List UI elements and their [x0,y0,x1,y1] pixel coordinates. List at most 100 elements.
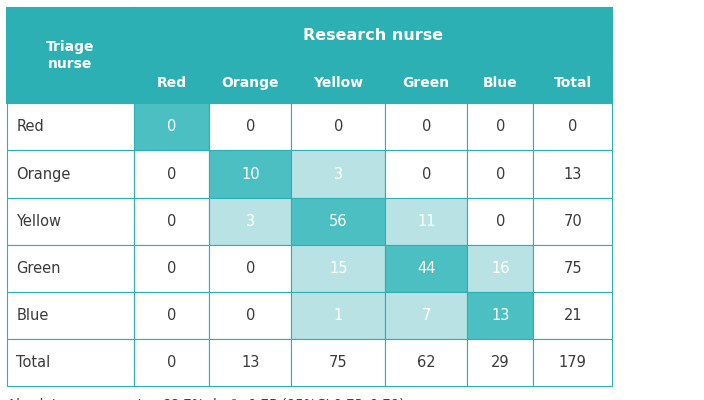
Bar [7,292,134,339]
Bar [533,103,612,150]
Text: 0: 0 [167,166,176,182]
Bar [385,198,467,245]
Text: 0: 0 [167,308,176,323]
Bar [467,63,533,103]
Bar [467,245,533,292]
Bar [209,103,291,150]
Bar [134,339,209,386]
Bar [134,8,612,63]
Bar [209,339,291,386]
Text: Research nurse: Research nurse [303,28,444,43]
Text: 21: 21 [563,308,582,323]
Text: Blue: Blue [16,308,49,323]
Text: 29: 29 [491,355,510,370]
Bar [533,292,612,339]
Text: Blue: Blue [483,76,517,90]
Text: Orange: Orange [16,166,70,182]
Text: 3: 3 [246,214,255,229]
Bar [533,63,612,103]
Text: 179: 179 [559,355,586,370]
Text: 1: 1 [334,308,343,323]
Text: Absolute agreement = 68.7%; kw²=0.75 (95%CI 0.73–0.79): Absolute agreement = 68.7%; kw²=0.75 (95… [7,398,404,400]
Bar [291,245,385,292]
Text: Yellow: Yellow [16,214,61,229]
Bar [7,198,134,245]
Text: Triage
nurse: Triage nurse [46,40,94,71]
Text: 0: 0 [246,308,255,323]
Text: 13: 13 [241,355,260,370]
Bar [7,103,134,150]
Text: 0: 0 [496,119,505,134]
Text: Green: Green [403,76,450,90]
Bar [291,198,385,245]
Text: 3: 3 [334,166,343,182]
Bar [385,339,467,386]
Bar [467,150,533,198]
Bar [209,150,291,198]
Bar [291,339,385,386]
Bar [467,292,533,339]
Bar [533,198,612,245]
Text: 56: 56 [329,214,348,229]
Bar [467,339,533,386]
Text: 70: 70 [563,214,582,229]
Text: 0: 0 [334,119,343,134]
Bar [7,8,134,103]
Text: 44: 44 [417,261,436,276]
Bar [533,150,612,198]
Bar [134,245,209,292]
Text: Orange: Orange [222,76,279,90]
Bar [134,292,209,339]
Bar [533,339,612,386]
Bar [291,63,385,103]
Bar [533,245,612,292]
Bar [209,198,291,245]
Bar [291,103,385,150]
Bar [209,292,291,339]
Text: 75: 75 [563,261,582,276]
Bar [7,150,134,198]
Bar [7,339,134,386]
Bar [134,150,209,198]
Bar [291,150,385,198]
Bar [291,292,385,339]
Bar [7,245,134,292]
Text: Green: Green [16,261,61,276]
Text: 13: 13 [491,308,510,323]
Bar [385,292,467,339]
Text: 10: 10 [241,166,260,182]
Bar [467,198,533,245]
Text: 16: 16 [491,261,510,276]
Text: Total: Total [16,355,51,370]
Text: 0: 0 [496,214,505,229]
Text: 62: 62 [417,355,436,370]
Bar [385,103,467,150]
Bar [209,63,291,103]
Text: Red: Red [16,119,44,134]
Text: 0: 0 [246,261,255,276]
Text: 0: 0 [422,119,431,134]
Text: 0: 0 [568,119,577,134]
Text: 0: 0 [167,261,176,276]
Text: 13: 13 [563,166,582,182]
Bar [134,198,209,245]
Text: Yellow: Yellow [313,76,363,90]
Text: 0: 0 [496,166,505,182]
Bar [385,245,467,292]
Text: 11: 11 [417,214,436,229]
Bar [134,103,209,150]
Text: 0: 0 [167,214,176,229]
Text: 75: 75 [329,355,348,370]
Text: Total: Total [553,76,592,90]
Text: 0: 0 [246,119,255,134]
Bar [385,63,467,103]
Text: 7: 7 [422,308,431,323]
Bar [467,103,533,150]
Bar [209,245,291,292]
Bar [385,150,467,198]
Bar [134,63,209,103]
Text: 0: 0 [167,355,176,370]
Text: 15: 15 [329,261,348,276]
Text: 0: 0 [167,119,176,134]
Text: Red: Red [156,76,187,90]
